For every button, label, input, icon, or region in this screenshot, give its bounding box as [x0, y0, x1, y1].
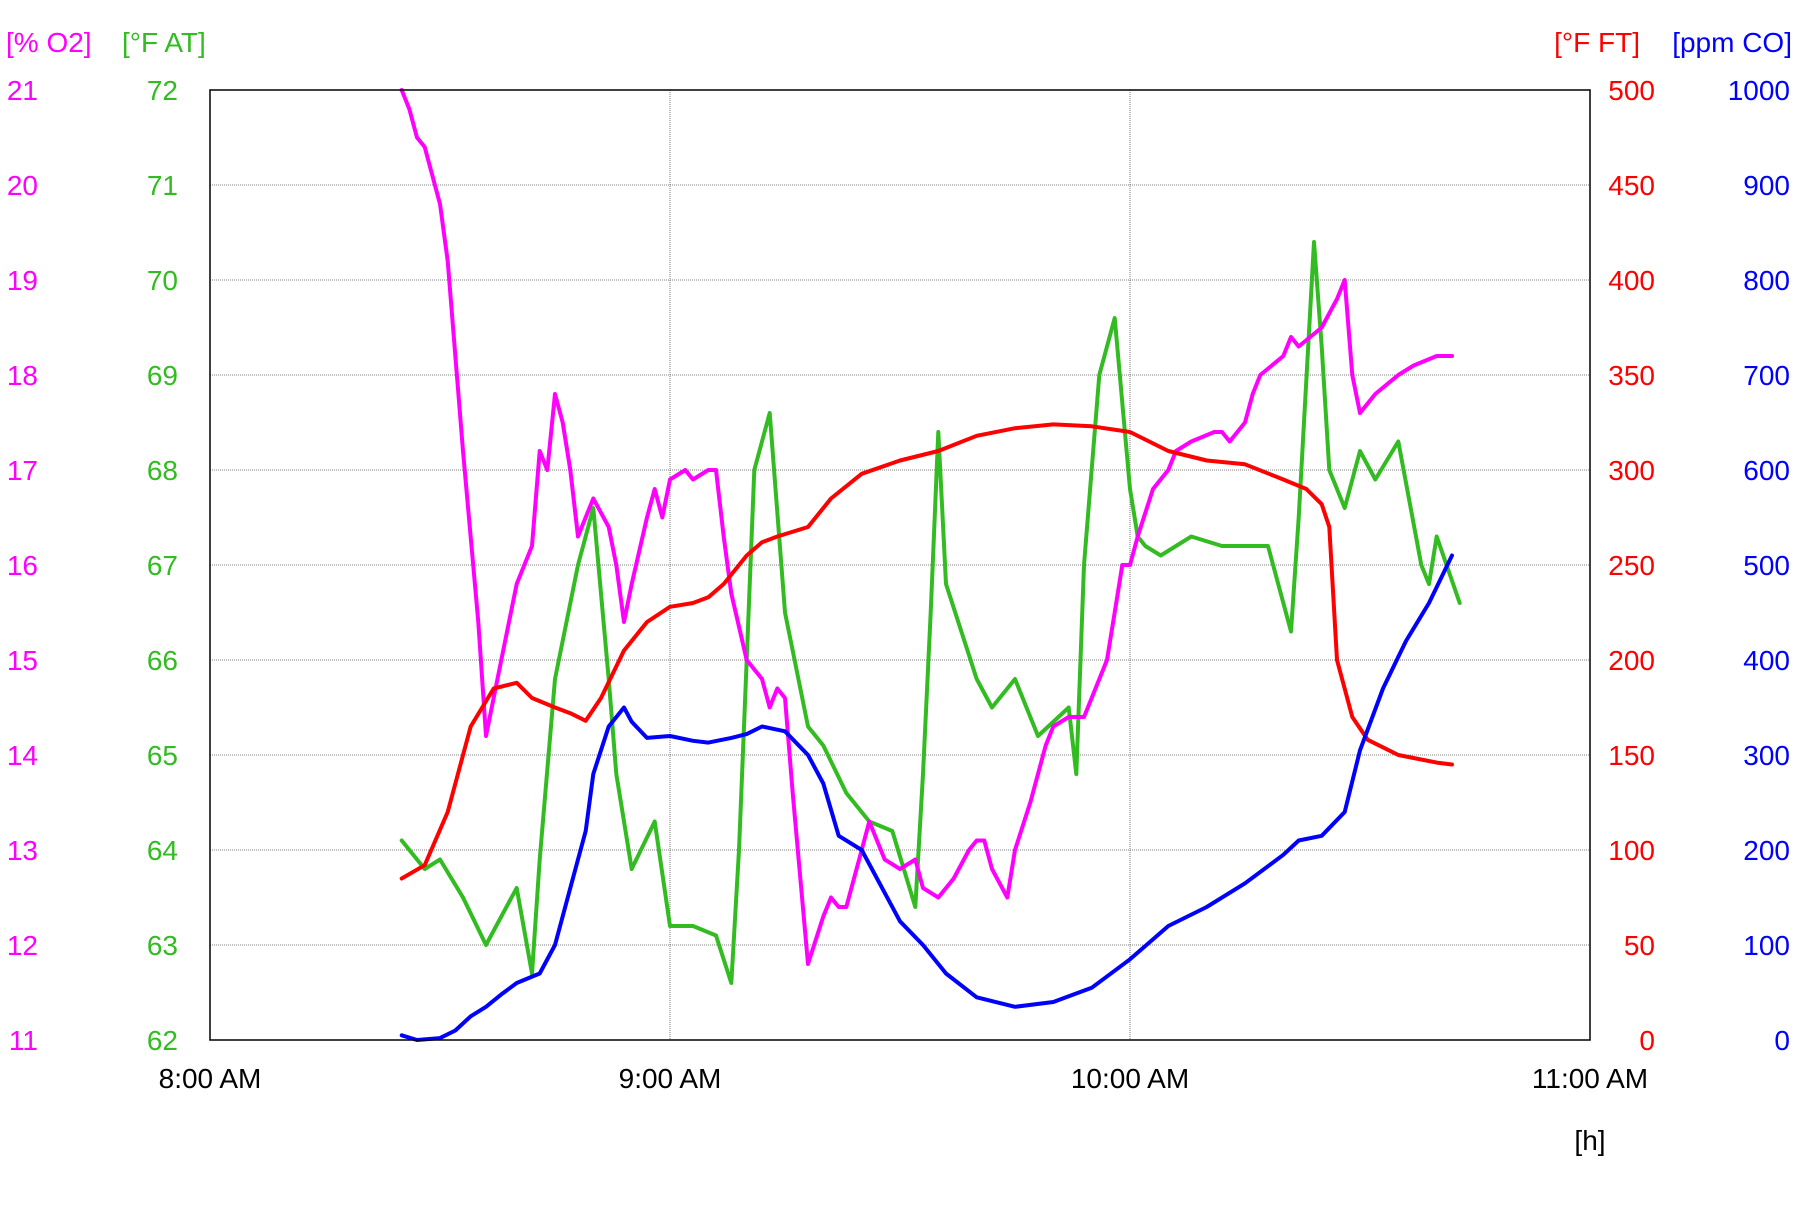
y-tick-label-ft: 500 — [1608, 75, 1655, 106]
y-tick-label-at: 69 — [147, 360, 178, 391]
y-tick-label-co: 800 — [1743, 265, 1790, 296]
series-line-o2 — [399, 88, 1454, 966]
y-tick-label-at: 70 — [147, 265, 178, 296]
y-tick-label-co: 100 — [1743, 930, 1790, 961]
x-tick-label: 10:00 AM — [1071, 1063, 1189, 1094]
y-tick-label-o2: 18 — [7, 360, 38, 391]
y-tick-label-at: 68 — [147, 455, 178, 486]
series-layer — [399, 88, 1462, 1042]
y-tick-label-at: 71 — [147, 170, 178, 201]
y-tick-label-at: 66 — [147, 645, 178, 676]
y-tick-label-o2: 11 — [9, 1025, 38, 1056]
y-tick-label-co: 0 — [1774, 1025, 1790, 1056]
y-tick-label-co: 1000 — [1728, 75, 1790, 106]
y-tick-label-ft: 350 — [1608, 360, 1655, 391]
y-tick-label-o2: 20 — [7, 170, 38, 201]
y-tick-label-co: 900 — [1743, 170, 1790, 201]
y-tick-label-at: 64 — [147, 835, 178, 866]
y-tick-label-co: 200 — [1743, 835, 1790, 866]
x-tick-label: 9:00 AM — [619, 1063, 722, 1094]
series-line-at — [399, 240, 1462, 985]
y-tick-label-at: 63 — [147, 930, 178, 961]
y-tick-label-ft: 300 — [1608, 455, 1655, 486]
y-tick-label-co: 700 — [1743, 360, 1790, 391]
plot-frame — [209, 89, 1591, 1041]
y-tick-label-o2: 14 — [7, 740, 38, 771]
y-axis-title-ft: [°F FT] — [1554, 27, 1640, 58]
grid — [210, 90, 1590, 1040]
y-tick-label-co: 400 — [1743, 645, 1790, 676]
y-axis-title-o2: [% O2] — [6, 27, 92, 58]
x-tick-label: 8:00 AM — [159, 1063, 262, 1094]
y-axis-title-co: [ppm CO] — [1672, 27, 1792, 58]
y-tick-label-ft: 0 — [1639, 1025, 1655, 1056]
y-tick-label-at: 65 — [147, 740, 178, 771]
y-tick-label-co: 600 — [1743, 455, 1790, 486]
y-axis-title-at: [°F AT] — [122, 27, 206, 58]
axes: 8:00 AM 9:00 AM 10:00 AM 11:00 AM [h] 11 12 13 1… — [6, 27, 1792, 1156]
y-tick-label-co: 500 — [1743, 550, 1790, 581]
y-tick-label-o2: 17 — [7, 455, 38, 486]
x-tick-label: 11:00 AM — [1532, 1063, 1648, 1094]
y-tick-label-o2: 13 — [7, 835, 38, 866]
y-tick-label-ft: 150 — [1608, 740, 1655, 771]
y-tick-label-o2: 15 — [7, 645, 38, 676]
y-tick-label-ft: 200 — [1608, 645, 1655, 676]
y-tick-label-ft: 400 — [1608, 265, 1655, 296]
y-tick-label-o2: 12 — [7, 930, 38, 961]
y-tick-label-ft: 250 — [1608, 550, 1655, 581]
x-axis-label: [h] — [1574, 1125, 1605, 1156]
y-tick-label-o2: 19 — [7, 265, 38, 296]
y-tick-label-at: 67 — [147, 550, 178, 581]
series-line-ft — [399, 422, 1454, 881]
series-line-co — [399, 553, 1454, 1042]
y-tick-label-o2: 21 — [7, 75, 38, 106]
y-tick-label-ft: 100 — [1608, 835, 1655, 866]
y-tick-label-ft: 50 — [1624, 930, 1655, 961]
y-tick-label-at: 72 — [147, 75, 178, 106]
y-tick-label-co: 300 — [1743, 740, 1790, 771]
y-tick-label-o2: 16 — [7, 550, 38, 581]
y-tick-label-ft: 450 — [1608, 170, 1655, 201]
y-tick-label-at: 62 — [147, 1025, 178, 1056]
